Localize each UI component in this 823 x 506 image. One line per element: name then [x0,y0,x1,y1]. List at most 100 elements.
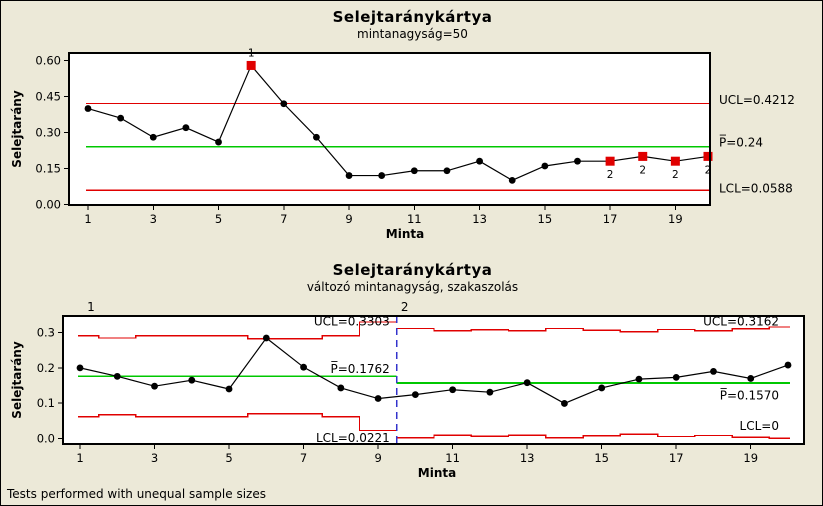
data-point [280,100,288,108]
data-point [561,400,568,407]
x-tick-label: 19 [743,451,758,465]
data-point [182,124,190,132]
y-tick-label: 0.45 [35,90,61,104]
data-point [345,172,353,179]
lcl-label: LCL=0.0588 [719,182,793,196]
x-tick-label: 1 [76,451,83,465]
x-tick-label: 7 [280,212,287,226]
x-tick-label: 1 [84,212,91,226]
test-failure-label: 2 [705,164,712,176]
data-point [449,386,457,394]
data-point [443,167,451,175]
y-tick-label: 0.60 [35,54,61,68]
plot-frame [62,315,805,445]
y-tick-label: 0.3 [37,326,55,340]
y-tick-label: 0.2 [37,361,55,375]
plot-area [63,316,804,444]
data-point [76,364,84,372]
data-point [151,382,158,390]
data-point [300,363,307,371]
data-point [710,368,717,375]
ucl-line [396,326,790,333]
flagged-data-point [246,60,256,70]
data-point [672,373,680,381]
test-failure-label: 2 [672,169,679,181]
data-point [313,133,320,141]
chart2-title: Selejtaránykártya [332,261,493,279]
data-point [411,391,419,399]
data-point [410,167,418,175]
data-point [784,361,792,369]
stage-label: 1 [87,300,95,314]
data-point [541,162,549,170]
lcl-line [396,433,790,439]
data-point [225,385,233,393]
ucl-line [78,321,397,340]
x-tick-label: 9 [374,451,381,465]
data-line [87,64,709,182]
x-tick-label: 13 [520,451,535,465]
y-tick-label: 0.00 [35,197,61,211]
flagged-data-point [703,151,713,161]
data-point [747,375,755,382]
data-point [523,379,531,387]
x-tick-label: 17 [603,212,618,226]
data-point [374,395,382,402]
test-failure-label: 2 [639,164,646,176]
tests-footer-note: Tests performed with unequal sample size… [7,487,266,501]
data-point [113,372,121,380]
x-tick-label: 5 [215,212,222,226]
data-point [262,334,270,342]
center-label: P̅=0.1762 [330,361,389,376]
data-point [337,384,345,392]
x-tick-label: 9 [345,212,352,226]
data-point [117,114,125,122]
data-point [486,388,494,396]
stage-label: 2 [401,300,409,314]
data-point [598,384,606,392]
flagged-data-point [605,156,615,166]
x-tick-label: 17 [669,451,684,465]
y-tick-label: 0.0 [37,431,55,445]
data-point [476,157,483,165]
flagged-data-point [638,151,648,161]
plot-frame [68,52,711,206]
x-tick-label: 3 [151,451,158,465]
chart2-x-axis-title: Minta [417,466,457,480]
x-tick-label: 19 [668,212,683,226]
chart1-title: Selejtaránykártya [332,8,493,26]
data-point [635,375,643,383]
lcl-label: LCL=0.0221 [316,431,390,445]
data-point [188,376,196,384]
center-label: P̅=0.24 [719,134,763,149]
center-label: P̅=0.1570 [720,387,779,402]
data-line [79,337,789,405]
y-tick-label: 0.15 [35,161,61,175]
chart2-subtitle: változó mintanagyság, szakaszolás [306,280,519,294]
x-tick-label: 7 [300,451,307,465]
y-tick-label: 0.30 [35,125,61,139]
data-point [215,138,222,146]
data-point [149,133,157,141]
x-tick-label: 3 [150,212,157,226]
data-point [84,105,92,112]
chart1-subtitle: mintanagyság=50 [357,27,468,41]
x-tick-label: 13 [472,212,487,226]
x-tick-label: 11 [445,451,460,465]
x-tick-label: 15 [594,451,609,465]
y-tick-label: 0.1 [37,396,55,410]
plot-area [69,53,710,205]
ucl-label: UCL=0.4212 [719,93,795,107]
x-tick-label: 15 [538,212,553,226]
ucl-label: UCL=0.3303 [314,315,390,329]
x-tick-label: 5 [225,451,232,465]
chart1-x-axis-title: Minta [385,227,425,241]
data-point [574,157,581,165]
data-point [508,176,516,184]
test-failure-label: 2 [607,169,614,181]
flagged-data-point [670,156,680,166]
lcl-label: LCL=0 [740,419,779,433]
data-point [378,172,386,179]
